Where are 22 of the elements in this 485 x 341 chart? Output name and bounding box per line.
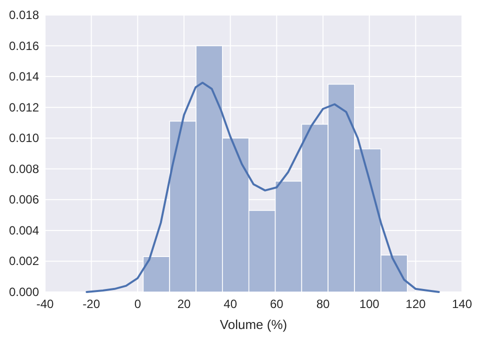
y-tick-label: 0.010	[8, 131, 40, 146]
x-tick-label: 20	[177, 297, 191, 311]
y-tick-label: 0.014	[8, 70, 40, 84]
x-tick-label: 80	[316, 297, 330, 311]
x-tick-label: 60	[270, 297, 284, 311]
y-tick-label: 0.004	[8, 223, 40, 238]
x-tick-label: 140	[452, 297, 472, 311]
x-axis-title: Volume (%)	[220, 317, 288, 332]
y-tick-label: 0.000	[8, 285, 40, 299]
y-tick-label: 0.012	[8, 100, 40, 114]
y-tick-label: 0.006	[8, 192, 40, 207]
x-tick-label: 0	[134, 297, 142, 311]
y-tick-label: 0.008	[8, 162, 40, 176]
y-tick-label: 0.018	[8, 8, 40, 22]
x-tick-label: 100	[359, 297, 380, 311]
x-tick-label: 120	[406, 297, 426, 311]
line-series	[86, 82, 440, 293]
x-tick-label: -40	[36, 297, 54, 311]
y-tick-label: 0.002	[8, 254, 40, 268]
x-tick-label: -20	[82, 297, 100, 311]
x-tick-label: 40	[224, 297, 238, 311]
y-tick-label: 0.016	[8, 38, 40, 53]
